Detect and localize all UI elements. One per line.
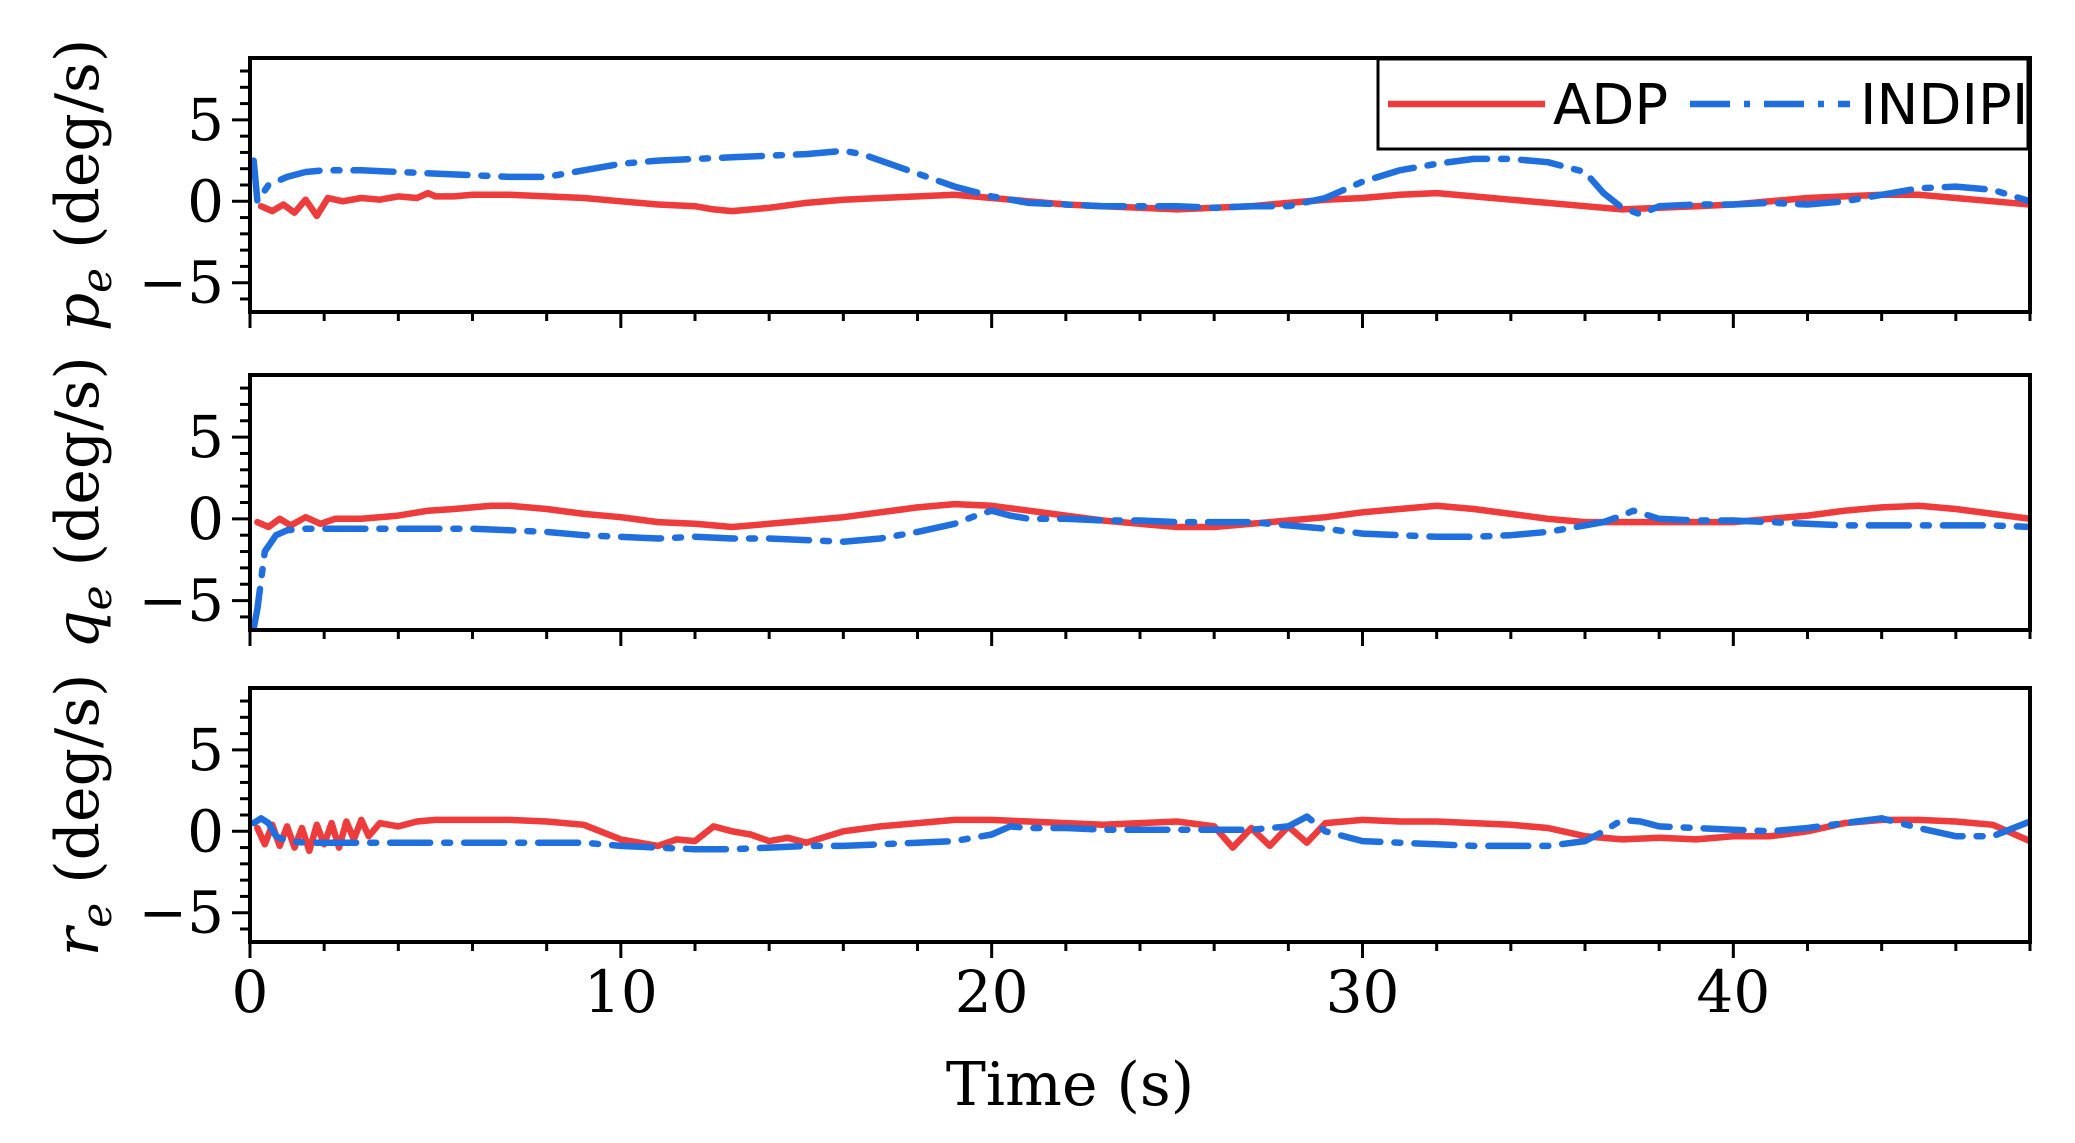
panel-q-ylabel: qe (deg/s) [43,356,121,649]
y-tick-label: 5 [187,403,224,471]
y-tick-label: 0 [187,797,224,865]
ylabel-subscript: e [72,903,121,928]
panel-p-ylabel: pe (deg/s) [43,39,121,332]
y-tick-label: 0 [187,485,224,553]
panel-r: −5 0 5 re (deg/s) [43,674,2032,958]
x-tick-label: 30 [1326,958,1400,1026]
panel-p-series [250,147,2030,220]
legend: ADP INDIPI [1376,57,2030,151]
x-tick-label: 10 [584,958,658,1026]
series-indipi-q [250,507,2030,630]
ylabel-subscript: e [72,268,121,293]
series-adp-r [254,816,2030,855]
y-tick-label: 5 [187,86,224,154]
panel-r-frame [248,686,2032,944]
y-tick-label: −5 [139,249,225,317]
panel-q-series [250,500,2030,630]
ylabel-symbol: r [43,924,113,956]
series-indipi-p [250,147,2030,218]
panel-r-series [250,813,2030,855]
ylabel-subscript: e [72,585,121,610]
series-indipi-r [250,813,2030,853]
y-tick-label: −5 [139,879,225,947]
ylabel-unit: (deg/s) [43,39,113,268]
ylabel-unit: (deg/s) [43,356,113,585]
legend-label-adp: ADP [1553,73,1668,138]
panel-p: −5 0 5 pe (deg/s) [43,39,2032,332]
panel-r-ylabel: re (deg/s) [43,674,121,957]
y-tick-label: −5 [139,567,225,635]
x-tick-label: 40 [1696,958,1770,1026]
ylabel-symbol: q [43,610,113,648]
x-tick-label: 0 [232,958,269,1026]
ylabel-unit: (deg/s) [43,674,113,903]
panel-q-frame [248,373,2032,632]
y-tick-label: 5 [187,716,224,784]
x-axis-title: Time (s) [946,1050,1194,1120]
x-tick-label: 20 [955,958,1029,1026]
legend-label-indipi: INDIPI [1860,73,2028,138]
ylabel-symbol: p [43,293,113,331]
panel-q: −5 0 5 qe (deg/s) [43,356,2032,649]
y-tick-label: 0 [187,167,224,235]
